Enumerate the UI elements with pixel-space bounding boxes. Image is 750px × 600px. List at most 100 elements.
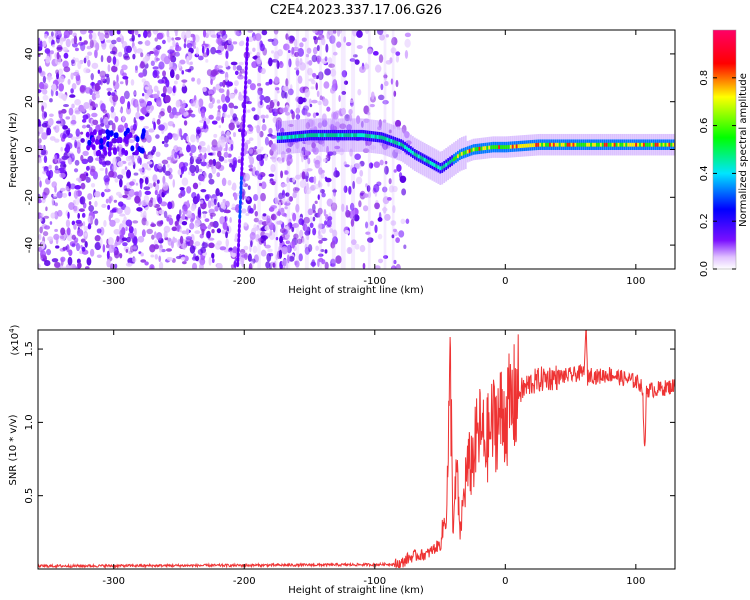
heatmap-cell bbox=[215, 49, 222, 54]
heatmap-cell bbox=[225, 50, 229, 60]
heatmap-cell bbox=[70, 136, 78, 141]
heatmap-cell bbox=[243, 222, 248, 227]
heatmap-cell bbox=[327, 216, 333, 221]
heatmap-cell bbox=[386, 197, 392, 201]
heatmap-cell bbox=[109, 50, 116, 55]
heatmap-cell bbox=[65, 38, 71, 48]
heatmap-cell bbox=[382, 186, 388, 193]
heatmap-cell bbox=[264, 244, 271, 249]
heatmap-cell bbox=[56, 191, 63, 199]
heatmap-signal-core bbox=[282, 135, 285, 140]
heatmap-streak-cell bbox=[236, 261, 240, 268]
heatmap-cell bbox=[336, 30, 341, 37]
heatmap-cell bbox=[226, 130, 231, 139]
heatmap-signal-core bbox=[635, 142, 637, 147]
heatmap-cell bbox=[320, 248, 325, 253]
heatmap-cell bbox=[180, 256, 186, 261]
heatmap-signal-core bbox=[392, 139, 395, 144]
heatmap-cell bbox=[362, 262, 366, 269]
heatmap-cell bbox=[197, 209, 202, 218]
heatmap-cell bbox=[234, 89, 238, 94]
heatmap-cell bbox=[383, 74, 388, 79]
heatmap-cell bbox=[317, 234, 324, 240]
heatmap-cell bbox=[54, 165, 59, 171]
heatmap-cell bbox=[405, 218, 410, 224]
heatmap-signal-core bbox=[355, 133, 357, 138]
heatmap-cell bbox=[124, 166, 128, 171]
heatmap-signal-core bbox=[623, 142, 626, 147]
heatmap-cell bbox=[53, 261, 61, 269]
heatmap-cell bbox=[100, 191, 105, 198]
snr-y-tick-label: 1.0 bbox=[24, 414, 35, 430]
heatmap-cell bbox=[211, 139, 218, 148]
heatmap-cell bbox=[124, 206, 131, 216]
heatmap-signal-core bbox=[468, 149, 471, 153]
heatmap-cell bbox=[48, 35, 55, 40]
heatmap-cell bbox=[116, 174, 124, 180]
heatmap-streak-cell bbox=[236, 251, 240, 258]
heatmap-cell bbox=[118, 178, 123, 188]
heatmap-cell bbox=[93, 191, 101, 198]
heatmap-signal-core bbox=[341, 133, 344, 138]
heatmap-cell bbox=[327, 30, 334, 36]
heatmap-cell bbox=[138, 190, 142, 198]
heatmap-cell bbox=[257, 83, 262, 87]
heatmap-cell bbox=[94, 235, 101, 242]
heatmap-cell bbox=[269, 229, 273, 236]
heatmap-cell bbox=[345, 41, 352, 47]
heatmap-cell bbox=[315, 82, 318, 91]
heatmap-cell bbox=[166, 30, 170, 38]
heatmap-cell bbox=[94, 82, 100, 92]
heatmap-signal-core bbox=[613, 142, 616, 147]
heatmap-cell bbox=[225, 231, 228, 239]
heatmap-cell bbox=[362, 193, 369, 198]
heatmap-cell bbox=[76, 228, 84, 237]
heatmap-cell bbox=[384, 165, 389, 175]
heatmap-cell bbox=[122, 194, 129, 199]
heatmap-signal-core bbox=[451, 158, 453, 163]
heatmap-cell bbox=[119, 95, 126, 105]
heatmap-cell bbox=[149, 244, 156, 253]
heatmap-cell bbox=[316, 90, 320, 98]
heatmap-cell bbox=[155, 44, 162, 51]
heatmap-cell bbox=[43, 111, 48, 118]
heatmap-cell bbox=[256, 148, 262, 154]
heatmap-cell bbox=[167, 49, 175, 54]
heatmap-cell bbox=[312, 30, 318, 34]
heatmap-cell bbox=[124, 188, 131, 192]
heatmap-cell bbox=[293, 233, 299, 240]
heatmap-cell bbox=[324, 220, 327, 226]
heatmap-cell bbox=[367, 237, 374, 243]
heatmap-cell bbox=[163, 210, 168, 219]
heatmap-cell bbox=[324, 249, 328, 254]
heatmap-cell bbox=[74, 196, 80, 206]
heatmap-signal-core bbox=[280, 135, 283, 140]
heatmap-cell bbox=[44, 225, 51, 230]
heatmap-cell bbox=[233, 260, 237, 269]
heatmap-cell bbox=[162, 85, 167, 95]
heatmap-cell bbox=[307, 67, 313, 76]
heatmap-cell bbox=[155, 151, 161, 158]
heatmap-signal-core bbox=[306, 133, 309, 138]
heatmap-cell bbox=[131, 156, 136, 166]
heatmap-cell bbox=[109, 263, 115, 269]
heatmap-cell bbox=[171, 226, 177, 232]
heatmap-cell bbox=[273, 30, 279, 35]
heatmap-cell bbox=[312, 112, 317, 119]
heatmap-cell bbox=[200, 246, 207, 254]
heatmap-cell bbox=[44, 259, 51, 267]
heatmap-cell bbox=[42, 94, 49, 101]
heatmap-cell bbox=[325, 43, 329, 53]
heatmap-cell bbox=[139, 147, 144, 154]
heatmap-cell bbox=[288, 218, 292, 223]
heatmap-streak-cell bbox=[239, 194, 243, 201]
heatmap-cell bbox=[330, 241, 336, 249]
heatmap-cell bbox=[254, 210, 259, 217]
heatmap-cell bbox=[68, 249, 73, 256]
heatmap-cell bbox=[348, 108, 353, 115]
heatmap-signal-core bbox=[447, 161, 450, 166]
heatmap-cell bbox=[102, 109, 107, 114]
heatmap-cell bbox=[119, 213, 126, 217]
heatmap-cell bbox=[341, 90, 347, 95]
heatmap-cell bbox=[131, 257, 137, 263]
